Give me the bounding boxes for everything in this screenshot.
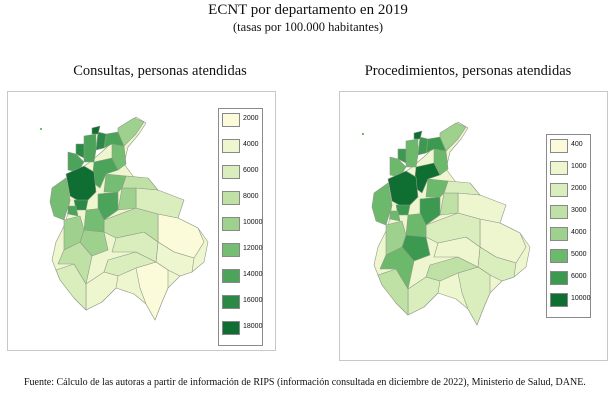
region-guajira [439,122,467,152]
region-choco [371,182,393,226]
region-arauca [443,180,481,196]
legend-item: 8000 [222,191,259,205]
legend-item: 18000 [222,321,263,335]
legend-swatch [222,139,240,153]
region-atlantico [91,125,101,135]
legend-item: 10000 [550,293,591,307]
legend-label: 400 [571,141,583,148]
region-cordoba [389,156,407,178]
legend-label: 12000 [243,245,263,252]
legend-item: 12000 [222,243,263,257]
legend-label: 16000 [243,297,263,304]
legend-item: 14000 [222,269,263,283]
map-procedimientos: 400 1000 2000 3000 4000 5000 6000 10000 [339,91,608,361]
region-cundinamarca [419,196,441,226]
region-cordoba [67,151,85,173]
legend-swatch [550,293,568,307]
legend-swatch [222,295,240,309]
region-amazonas [457,266,491,326]
legend-swatch [550,249,568,263]
legend-item: 1000 [550,161,587,175]
region-risaralda [67,205,79,217]
region-arauca [121,175,159,191]
map-consultas: 2000 4000 6000 8000 10000 12000 14000 16000 1800… [7,91,276,351]
region-sucre [75,143,85,159]
region-magdalena [417,136,429,156]
legend-item: 4000 [550,227,587,241]
legend-swatch [550,205,568,219]
legend-swatch [550,183,568,197]
region-amazonas [135,261,169,321]
map-label-procedimientos: Procedimientos, personas atendidas [364,63,572,79]
legend-swatch [550,227,568,241]
legend-swatch [222,217,240,231]
region-boyaca [103,173,127,193]
region-bolivar [405,138,419,168]
legend-item: 10000 [222,217,263,231]
legend-swatch [222,269,240,283]
legend-label: 6000 [243,167,259,174]
region-sucre [397,148,407,164]
region-antioquia [65,165,97,205]
island-san-andres [40,128,42,130]
legend-item: 2000 [550,183,587,197]
legend-label: 2000 [243,115,259,122]
legend-item: 2000 [222,113,259,127]
legend-item: 400 [550,139,587,153]
region-antioquia [387,170,419,210]
colombia-map-procedimientos [362,121,531,326]
legend-item: 6000 [222,165,259,179]
island-san-andres [362,133,364,135]
region-valle [385,220,407,256]
legend-label: 10000 [571,295,591,302]
legend-swatch [222,165,240,179]
region-cundinamarca [97,191,119,221]
region-valle [63,215,85,251]
legend-label: 5000 [571,251,587,258]
legend-swatch [222,321,240,335]
legend-item: 5000 [550,249,587,263]
region-magdalena [95,131,107,151]
region-boyaca [425,178,449,198]
legend-procedimientos: 400 1000 2000 3000 4000 5000 6000 10000 [546,134,591,318]
legend-swatch [550,161,568,175]
region-choco [49,177,71,221]
legend-label: 6000 [571,273,587,280]
legend-swatch [222,191,240,205]
legend-item: 4000 [222,139,259,153]
legend-label: 4000 [571,229,587,236]
legend-label: 8000 [243,193,259,200]
legend-swatch [550,139,568,153]
legend-label: 2000 [571,185,587,192]
legend-item: 16000 [222,295,263,309]
colombia-map-consultas [40,116,209,321]
source-note: Fuente: Cálculo de las autoras a partir … [24,377,586,388]
region-atlantico [413,130,423,140]
legend-item: 6000 [550,271,587,285]
legend-swatch [222,113,240,127]
legend-label: 10000 [243,219,263,226]
legend-label: 4000 [243,141,259,148]
legend-label: 18000 [243,323,263,330]
legend-label: 14000 [243,271,263,278]
legend-item: 3000 [550,205,587,219]
map-label-consultas: Consultas, personas atendidas [73,63,247,79]
region-risaralda [389,210,401,222]
figure-subtitle: (tasas por 100.000 habitantes) [233,20,383,34]
figure-title: ECNT por departamento en 2019 [208,2,408,18]
legend-swatch [222,243,240,257]
region-guajira [117,117,145,147]
legend-label: 3000 [571,207,587,214]
legend-consultas: 2000 4000 6000 8000 10000 12000 14000 16000 1800… [218,108,263,346]
legend-label: 1000 [571,163,587,170]
legend-swatch [550,271,568,285]
region-bolivar [83,133,97,163]
